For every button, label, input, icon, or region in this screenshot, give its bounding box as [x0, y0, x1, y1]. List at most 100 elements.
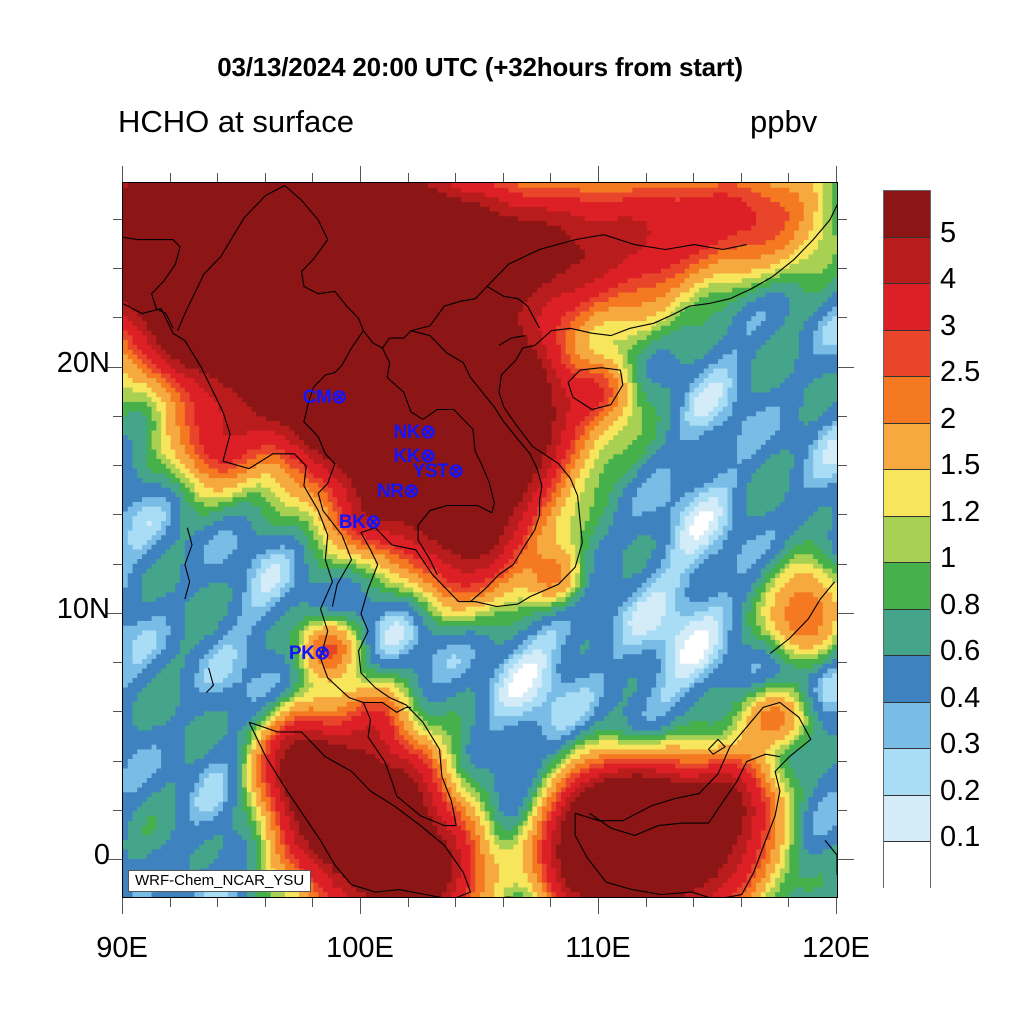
colorbar-label-0.8: 0.8 — [940, 588, 981, 621]
station-label-CM: CM⊗ — [302, 387, 347, 409]
colorbar-band-11 — [884, 702, 930, 750]
y-tick — [113, 809, 122, 811]
x-tick — [645, 898, 647, 907]
y-tick — [113, 662, 122, 664]
colorbar-band-4 — [884, 377, 930, 424]
colorbar-label-0.6: 0.6 — [940, 635, 981, 668]
x-tick-top — [407, 173, 409, 182]
x-axis-label-120E: 120E — [802, 932, 870, 964]
x-tick — [407, 898, 409, 907]
x-tick — [788, 898, 790, 907]
colorbar-band-12 — [884, 749, 930, 796]
model-watermark: WRF-Chem_NCAR_YSU — [128, 869, 312, 892]
x-tick-top — [693, 173, 695, 182]
y-tick — [113, 514, 122, 516]
colorbar-label-2: 2 — [940, 402, 957, 435]
y-tick-right — [838, 514, 847, 516]
colorbar-band-10 — [884, 656, 930, 703]
x-tick-top — [169, 173, 171, 182]
colorbar-band-0 — [884, 191, 930, 238]
hcho-contour-map — [123, 183, 837, 897]
station-label-PK: PK⊗ — [288, 643, 330, 665]
x-tick-top — [217, 173, 219, 182]
colorbar-label-0.4: 0.4 — [940, 681, 981, 714]
colorbar-band-8 — [884, 563, 930, 610]
y-tick-right — [838, 859, 854, 861]
figure-subtitle: HCHO at surface — [118, 104, 355, 139]
x-tick-top — [645, 173, 647, 182]
x-tick — [122, 898, 123, 914]
colorbar-band-1 — [884, 237, 930, 285]
x-tick-top — [836, 166, 837, 182]
x-tick — [836, 898, 837, 914]
x-tick-top — [740, 173, 742, 182]
y-tick-right — [838, 218, 847, 220]
colorbar-band-13 — [884, 795, 930, 843]
station-label-NR: NR⊗ — [376, 481, 419, 503]
colorbar-band-9 — [884, 609, 930, 657]
colorbar-label-4: 4 — [940, 263, 957, 296]
y-tick — [113, 711, 122, 713]
colorbar-label-1: 1 — [940, 542, 957, 575]
x-tick-top — [598, 166, 599, 182]
y-tick — [113, 268, 122, 270]
x-tick-top — [502, 173, 504, 182]
figure-title: 03/13/2024 20:00 UTC (+32hours from star… — [217, 52, 743, 82]
x-axis-label-90E: 90E — [96, 932, 148, 964]
y-tick — [113, 218, 122, 220]
x-tick — [740, 898, 742, 907]
y-tick — [113, 317, 122, 319]
y-tick-right — [838, 415, 847, 417]
y-tick-right — [838, 662, 847, 664]
x-tick-top — [788, 173, 790, 182]
map-plot-area: WRF-Chem_NCAR_YSU CM⊗ NK⊗ KK⊗ YST⊗ NR⊗ BK⊗ PK⊗ — [122, 182, 838, 898]
colorbar-label-5: 5 — [940, 216, 957, 249]
y-tick-right — [838, 366, 854, 368]
x-tick — [360, 898, 361, 914]
x-tick — [455, 898, 457, 907]
colorbar-label-2.5: 2.5 — [940, 356, 981, 389]
x-axis-label-110E: 110E — [565, 932, 631, 964]
y-axis-label-20N: 20N — [56, 346, 110, 379]
colorbar-label-1.5: 1.5 — [940, 449, 981, 482]
colorbar-label-0.3: 0.3 — [940, 728, 981, 761]
x-tick-top — [122, 166, 123, 182]
y-tick-right — [838, 612, 854, 614]
x-axis-label-100E: 100E — [326, 932, 394, 964]
colorbar-label-1.2: 1.2 — [940, 495, 981, 528]
x-tick-top — [264, 173, 266, 182]
colorbar-band-7 — [884, 516, 930, 564]
colorbar-band-6 — [884, 470, 930, 517]
colorbar-band-3 — [884, 330, 930, 378]
y-tick — [113, 563, 122, 565]
y-axis-label-10N: 10N — [56, 592, 110, 625]
station-label-YST: YST⊗ — [412, 461, 464, 483]
y-tick-right — [838, 268, 847, 270]
y-tick-right — [838, 760, 847, 762]
station-label-BK: BK⊗ — [338, 511, 381, 533]
x-tick — [693, 898, 695, 907]
colorbar-label-0.2: 0.2 — [940, 774, 981, 807]
y-tick — [106, 366, 122, 368]
station-label-NK: NK⊗ — [393, 421, 436, 443]
colorbar-label-3: 3 — [940, 309, 957, 342]
x-tick — [550, 898, 552, 907]
colorbar-label-0.1: 0.1 — [940, 821, 981, 854]
colorbar-band-2 — [884, 284, 930, 331]
colorbar-band-5 — [884, 423, 930, 471]
y-tick — [113, 415, 122, 417]
x-tick — [169, 898, 171, 907]
x-tick-top — [550, 173, 552, 182]
colorbar-band-14 — [884, 842, 930, 889]
y-tick-right — [838, 711, 847, 713]
x-tick-top — [455, 173, 457, 182]
x-tick — [217, 898, 219, 907]
y-tick — [106, 612, 122, 614]
y-tick-right — [838, 465, 847, 467]
y-axis-label-0: 0 — [93, 839, 110, 872]
y-tick — [113, 760, 122, 762]
x-tick — [502, 898, 504, 907]
colorbar — [883, 190, 931, 889]
units-label: ppbv — [750, 104, 818, 139]
